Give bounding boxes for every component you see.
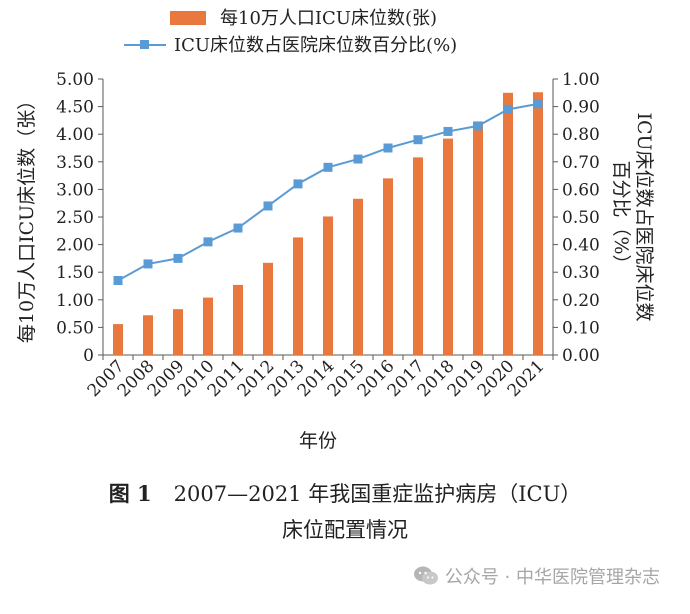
line-point bbox=[113, 275, 123, 285]
y-left-tick-label: 1.00 bbox=[56, 291, 94, 311]
legend: 每10万人口ICU床位数(张) ICU床位数占医院床位数百分比(%) bbox=[124, 8, 457, 56]
combo-chart: 每10万人口ICU床位数(张) ICU床位数占医院床位数百分比(%) 0 0.50… bbox=[16, 8, 655, 452]
y-left-tick-label: 4.00 bbox=[56, 125, 94, 145]
y-right-tick-label: 0.70 bbox=[562, 153, 600, 173]
x-axis-title: 年份 bbox=[299, 430, 337, 452]
bar bbox=[533, 92, 543, 356]
bar bbox=[143, 315, 153, 355]
bar bbox=[293, 237, 303, 355]
line-series bbox=[113, 99, 543, 285]
y2-axis-title-line2: 百分比（%） bbox=[610, 160, 632, 273]
bar bbox=[473, 121, 483, 355]
line-point bbox=[323, 162, 333, 172]
figure-label: 图 1 bbox=[108, 481, 152, 506]
y-left-tick-label: 1.50 bbox=[56, 263, 94, 283]
line-point bbox=[203, 237, 213, 247]
caption-text-1: 2007—2021 年我国重症监护病房（ICU） bbox=[173, 482, 582, 506]
y-right-tick-label: 0.00 bbox=[562, 346, 600, 366]
watermark-text: 公众号 · 中华医院管理杂志 bbox=[444, 567, 660, 588]
line-point bbox=[533, 99, 543, 109]
y-left-tick-label: 0 bbox=[83, 346, 94, 366]
y-left-tick-label: 3.50 bbox=[56, 153, 94, 173]
y-right-tick-label: 0.40 bbox=[562, 236, 600, 256]
legend-line-label: ICU床位数占医院床位数百分比(%) bbox=[174, 35, 457, 56]
line-point bbox=[443, 126, 453, 136]
line-point bbox=[233, 223, 243, 233]
line-point bbox=[383, 143, 393, 153]
line-point bbox=[353, 154, 363, 164]
y-right-tick-label: 0.50 bbox=[562, 208, 600, 228]
legend-line-marker bbox=[140, 40, 149, 49]
legend-bar-swatch bbox=[170, 11, 206, 25]
figure-caption-line2: 床位配置情况 bbox=[0, 514, 690, 544]
y-right-tick-label: 1.00 bbox=[562, 70, 600, 90]
line-point bbox=[143, 259, 153, 269]
y-left-tick-label: 0.50 bbox=[56, 318, 94, 338]
line-point bbox=[503, 104, 513, 114]
wechat-icon bbox=[413, 566, 438, 585]
line-point bbox=[173, 253, 183, 263]
y-right-tick-label: 0.20 bbox=[562, 291, 600, 311]
line-point bbox=[263, 201, 273, 211]
bar bbox=[263, 262, 273, 355]
watermark: 公众号 · 中华医院管理杂志 bbox=[413, 563, 660, 589]
bar bbox=[413, 157, 423, 355]
y-right-tick-label: 0.90 bbox=[562, 98, 600, 118]
bar bbox=[443, 138, 453, 355]
y-left-tick-label: 4.50 bbox=[56, 98, 94, 118]
line-point bbox=[293, 179, 303, 189]
y-left-tick-label: 3.00 bbox=[56, 180, 94, 200]
bar bbox=[233, 284, 243, 355]
caption-text-2: 床位配置情况 bbox=[282, 518, 408, 542]
legend-bar-label: 每10万人口ICU床位数(张) bbox=[220, 8, 437, 29]
y-right-tick-label: 0.30 bbox=[562, 263, 600, 283]
bar bbox=[503, 92, 513, 356]
bar bbox=[173, 309, 183, 355]
y-axis-title: 每10万人口ICU床位数（张） bbox=[16, 91, 38, 343]
y-left-tick-label: 2.50 bbox=[56, 208, 94, 228]
bar bbox=[383, 178, 393, 355]
y-left-tick-label: 5.00 bbox=[56, 70, 94, 90]
line-point bbox=[413, 135, 423, 145]
y2-axis-title-line1: ICU床位数占医院床位数 bbox=[633, 112, 655, 321]
y-right-tick-label: 0.80 bbox=[562, 125, 600, 145]
line-point bbox=[473, 121, 483, 131]
bar bbox=[113, 324, 123, 355]
bar bbox=[353, 198, 363, 355]
bar-series bbox=[113, 92, 543, 356]
bar bbox=[323, 216, 333, 355]
y-right-tick-label: 0.10 bbox=[562, 318, 600, 338]
figure-caption-line1: 图 1 2007—2021 年我国重症监护病房（ICU） bbox=[0, 478, 690, 508]
axis-labels: 0 0.50 1.00 1.50 2.00 2.50 3.00 3.50 4.00 4.50 5.0… bbox=[16, 70, 655, 452]
bar bbox=[203, 297, 213, 355]
y-right-tick-label: 0.60 bbox=[562, 180, 600, 200]
y-left-tick-label: 2.00 bbox=[56, 236, 94, 256]
